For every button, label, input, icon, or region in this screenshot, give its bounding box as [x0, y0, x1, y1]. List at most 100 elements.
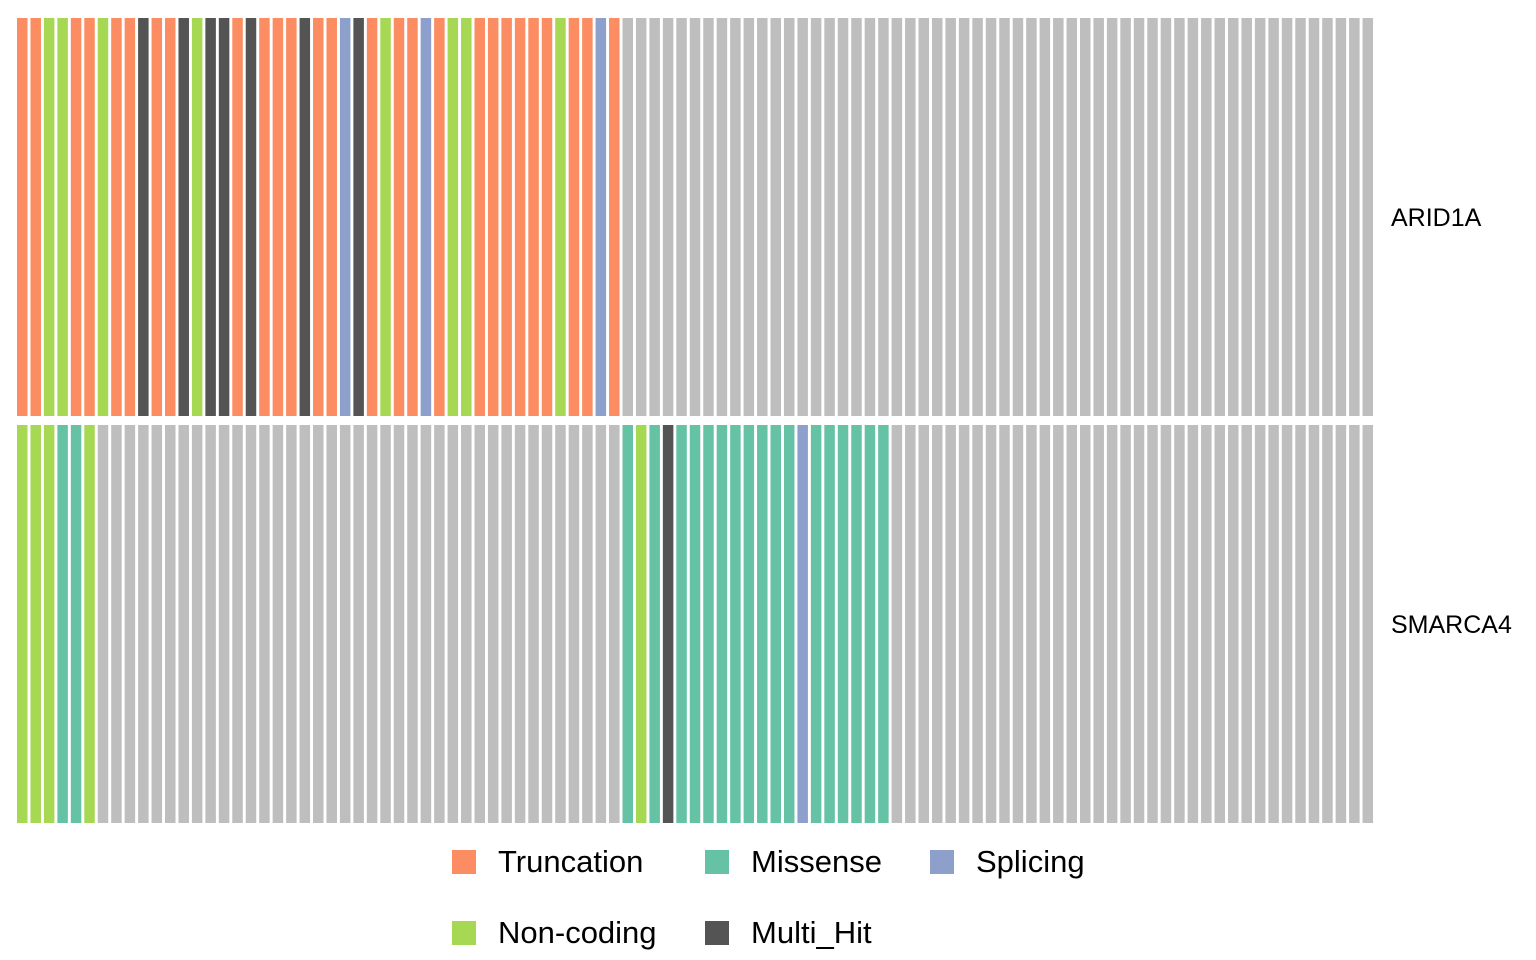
legend-label-non-coding: Non-coding	[498, 915, 657, 950]
cell-smarca4-89	[1201, 425, 1212, 823]
cell-arid1a-55	[743, 18, 755, 416]
cell-arid1a-94	[1268, 18, 1279, 416]
cell-arid1a-56	[757, 18, 768, 416]
cell-smarca4-67	[905, 425, 916, 823]
cell-arid1a-100	[1349, 18, 1360, 416]
cell-arid1a-16	[218, 18, 230, 416]
cell-smarca4-49	[662, 425, 674, 823]
cell-arid1a-80	[1079, 18, 1091, 416]
cell-arid1a-97	[1308, 18, 1320, 416]
gene-label-smarca4: SMARCA4	[1391, 611, 1512, 639]
cell-smarca4-59	[797, 425, 808, 823]
cell-smarca4-60	[810, 425, 822, 823]
cell-arid1a-52	[703, 18, 714, 416]
cell-arid1a-79	[1066, 18, 1078, 416]
cell-smarca4-43	[582, 425, 593, 823]
cell-smarca4-88	[1187, 425, 1199, 823]
cell-smarca4-3	[43, 425, 55, 823]
cell-smarca4-12	[165, 425, 176, 823]
cell-smarca4-45	[609, 425, 620, 823]
cell-arid1a-93	[1254, 18, 1266, 416]
cell-smarca4-63	[851, 425, 862, 823]
legend-item-truncation: Truncation	[452, 846, 643, 877]
cell-smarca4-1	[17, 425, 28, 823]
cell-arid1a-46	[622, 18, 633, 416]
cell-smarca4-95	[1281, 425, 1293, 823]
cell-smarca4-100	[1349, 425, 1360, 823]
legend-label-multi-hit: Multi_Hit	[751, 915, 872, 950]
cell-smarca4-32	[434, 425, 445, 823]
cell-arid1a-61	[824, 18, 835, 416]
cell-smarca4-81	[1093, 425, 1104, 823]
cell-arid1a-59	[797, 18, 808, 416]
cell-arid1a-98	[1322, 18, 1333, 416]
cell-smarca4-98	[1322, 425, 1333, 823]
cell-arid1a-53	[716, 18, 728, 416]
cell-smarca4-61	[824, 425, 835, 823]
cell-smarca4-25	[339, 425, 351, 823]
cell-arid1a-7	[97, 18, 109, 416]
cell-smarca4-68	[918, 425, 930, 823]
cell-arid1a-44	[595, 18, 607, 416]
cell-arid1a-96	[1295, 18, 1306, 416]
cell-smarca4-92	[1241, 425, 1252, 823]
cell-arid1a-1	[17, 18, 28, 416]
cell-smarca4-31	[420, 425, 432, 823]
cell-smarca4-38	[514, 425, 526, 823]
cell-smarca4-26	[353, 425, 364, 823]
cell-arid1a-24	[326, 18, 337, 416]
cell-smarca4-46	[622, 425, 633, 823]
cell-smarca4-10	[138, 425, 149, 823]
legend-label-splicing: Splicing	[976, 844, 1085, 879]
cell-arid1a-15	[205, 18, 216, 416]
cell-arid1a-77	[1039, 18, 1051, 416]
cell-smarca4-83	[1120, 425, 1131, 823]
cell-smarca4-13	[178, 425, 189, 823]
cell-arid1a-45	[609, 18, 620, 416]
cell-smarca4-39	[528, 425, 539, 823]
cell-smarca4-90	[1214, 425, 1226, 823]
cell-arid1a-20	[272, 18, 284, 416]
cell-smarca4-93	[1254, 425, 1266, 823]
cell-arid1a-83	[1120, 18, 1131, 416]
legend-swatch-splicing	[930, 849, 954, 874]
cell-smarca4-18	[245, 425, 257, 823]
cell-arid1a-34	[461, 18, 472, 416]
cell-smarca4-55	[743, 425, 755, 823]
cell-smarca4-80	[1079, 425, 1091, 823]
cell-arid1a-38	[514, 18, 526, 416]
cell-smarca4-78	[1053, 425, 1064, 823]
cell-smarca4-35	[474, 425, 485, 823]
cell-smarca4-85	[1147, 425, 1158, 823]
cell-smarca4-27	[366, 425, 378, 823]
cell-arid1a-71	[958, 18, 970, 416]
cell-smarca4-79	[1066, 425, 1078, 823]
cell-arid1a-74	[999, 18, 1010, 416]
cell-arid1a-17	[232, 18, 243, 416]
cell-arid1a-92	[1241, 18, 1252, 416]
cell-arid1a-51	[689, 18, 701, 416]
cell-arid1a-84	[1133, 18, 1145, 416]
cell-arid1a-95	[1281, 18, 1293, 416]
cell-arid1a-41	[555, 18, 566, 416]
cell-smarca4-5	[70, 425, 82, 823]
cell-arid1a-14	[191, 18, 203, 416]
cell-smarca4-47	[635, 425, 647, 823]
cell-arid1a-68	[918, 18, 930, 416]
cell-smarca4-53	[716, 425, 728, 823]
cell-arid1a-48	[649, 18, 660, 416]
cell-smarca4-75	[1012, 425, 1024, 823]
cell-smarca4-30	[407, 425, 418, 823]
cell-arid1a-5	[70, 18, 82, 416]
cell-arid1a-3	[43, 18, 55, 416]
cell-arid1a-32	[434, 18, 445, 416]
cell-smarca4-71	[958, 425, 970, 823]
cell-arid1a-67	[905, 18, 916, 416]
cell-smarca4-37	[501, 425, 512, 823]
cell-smarca4-15	[205, 425, 216, 823]
cell-arid1a-2	[30, 18, 41, 416]
cell-arid1a-82	[1106, 18, 1118, 416]
cell-smarca4-4	[57, 425, 68, 823]
cell-arid1a-89	[1201, 18, 1212, 416]
legend-swatch-non-coding	[452, 920, 476, 945]
